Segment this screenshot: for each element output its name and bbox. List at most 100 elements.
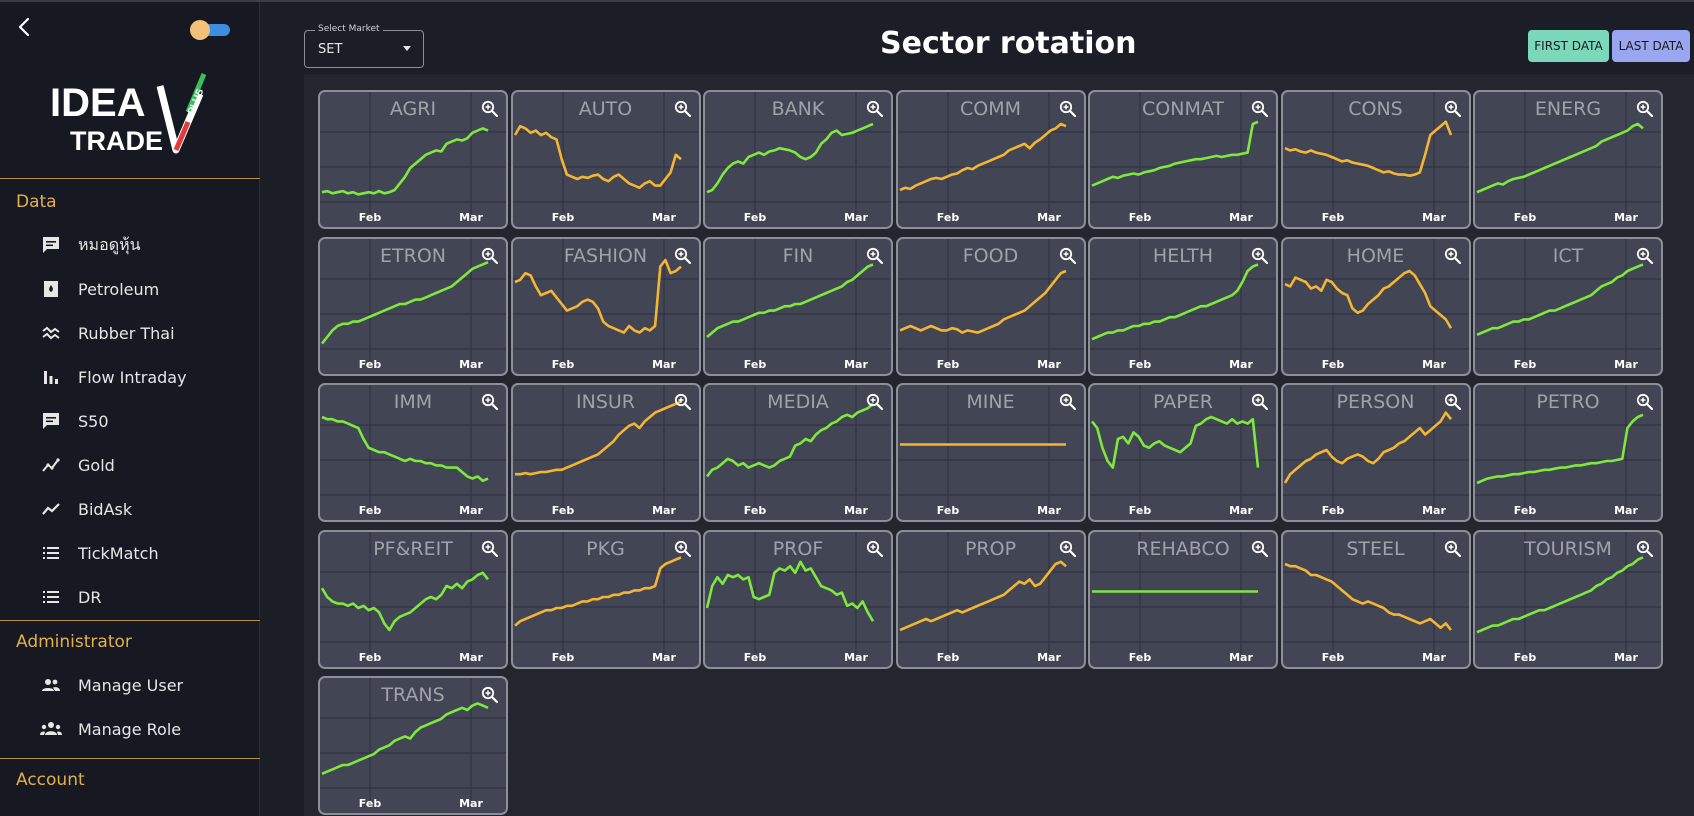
zoom-in-icon[interactable] — [673, 99, 693, 119]
sector-chart: Feb Mar — [1090, 385, 1276, 517]
sidebar-item-dr[interactable]: DR — [40, 582, 101, 612]
first-data-button[interactable]: FIRST DATA — [1528, 30, 1609, 62]
sector-card-person[interactable]: Feb Mar PERSON — [1280, 383, 1471, 522]
sector-card-paper[interactable]: Feb Mar PAPER — [1088, 383, 1278, 522]
zoom-in-icon[interactable] — [1250, 246, 1270, 266]
sector-card-fashion[interactable]: Feb Mar FASHION — [510, 236, 701, 376]
last-data-button[interactable]: LAST DATA — [1612, 30, 1690, 62]
sector-card-food[interactable]: Feb Mar FOOD — [895, 236, 1086, 376]
sector-card-auto[interactable]: Feb Mar AUTO — [510, 90, 701, 229]
sector-card-rehabco[interactable]: Feb Mar REHABCO — [1088, 529, 1278, 669]
sector-card-prop[interactable]: Feb Mar PROP — [895, 529, 1086, 669]
sector-card-cons[interactable]: Feb Mar CONS — [1280, 90, 1471, 229]
sector-card-imm[interactable]: Feb Mar IMM — [318, 383, 508, 522]
sector-series-line — [706, 122, 874, 194]
zoom-in-icon[interactable] — [673, 246, 693, 266]
sector-card-home[interactable]: Feb Mar HOME — [1280, 236, 1471, 376]
sector-series-line — [321, 702, 489, 775]
x-tick-label: Feb — [1514, 651, 1537, 664]
zoom-in-icon[interactable] — [1635, 539, 1655, 559]
zoom-in-icon[interactable] — [1058, 539, 1078, 559]
sector-card-helth[interactable]: Feb Mar HELTH — [1088, 236, 1278, 376]
select-market[interactable]: Select Market SET — [304, 24, 424, 68]
sector-series-line — [1091, 120, 1259, 187]
sector-card-conmat[interactable]: Feb Mar CONMAT — [1088, 90, 1278, 229]
x-tick-label: Mar — [1229, 211, 1253, 224]
sidebar-item-stock-fortune[interactable]: หมอดูหุ้น — [40, 230, 141, 260]
x-tick-label: Feb — [359, 211, 382, 224]
sector-card-prof[interactable]: Feb Mar PROF — [703, 529, 893, 669]
zoom-in-icon[interactable] — [1635, 246, 1655, 266]
x-tick-label: Feb — [744, 358, 767, 371]
sector-card-energ[interactable]: Feb Mar ENERG — [1473, 90, 1663, 229]
zoom-in-icon[interactable] — [865, 99, 885, 119]
zoom-in-icon[interactable] — [1058, 99, 1078, 119]
zoom-in-icon[interactable] — [1443, 539, 1463, 559]
zoom-in-icon[interactable] — [1635, 392, 1655, 412]
x-tick-label: Mar — [1614, 358, 1638, 371]
sector-card-mine[interactable]: Feb Mar MINE — [895, 383, 1086, 522]
zoom-in-icon[interactable] — [480, 539, 500, 559]
sector-card-steel[interactable]: Feb Mar STEEL — [1280, 529, 1471, 669]
zoom-in-icon[interactable] — [1443, 392, 1463, 412]
x-tick-label: Mar — [1422, 358, 1446, 371]
sector-card-petro[interactable]: Feb Mar PETRO — [1473, 383, 1663, 522]
sector-card-trans[interactable]: Feb Mar TRANS — [318, 676, 508, 815]
zoom-in-icon[interactable] — [1443, 99, 1463, 119]
sidebar-item-bidask[interactable]: BidAsk — [40, 494, 132, 524]
sector-card-pf-reit[interactable]: Feb Mar PF&REIT — [318, 529, 508, 669]
sector-series-line — [1283, 269, 1452, 329]
sector-series-line — [1283, 120, 1452, 177]
zoom-in-icon[interactable] — [480, 99, 500, 119]
sector-name: IMM — [393, 391, 433, 413]
zoom-in-icon[interactable] — [865, 392, 885, 412]
zoom-in-icon[interactable] — [480, 246, 500, 266]
zoom-in-icon[interactable] — [1250, 99, 1270, 119]
sector-card-agri[interactable]: Feb Mar AGRI — [318, 90, 508, 229]
x-tick-label: Feb — [1129, 504, 1152, 517]
sector-chart: Feb Mar — [705, 385, 891, 517]
x-tick-label: Mar — [459, 504, 483, 517]
zoom-in-icon[interactable] — [1250, 539, 1270, 559]
sector-card-pkg[interactable]: Feb Mar PKG — [510, 529, 701, 669]
x-tick-label: Mar — [1422, 651, 1446, 664]
zoom-in-icon[interactable] — [1058, 392, 1078, 412]
zoom-in-icon[interactable] — [673, 539, 693, 559]
zoom-in-icon[interactable] — [865, 539, 885, 559]
select-market-value: SET — [318, 42, 343, 57]
sector-chart: Feb Mar — [705, 92, 891, 224]
sidebar-item-flow-intraday[interactable]: Flow Intraday — [40, 362, 187, 392]
back-button[interactable] — [12, 14, 38, 40]
x-tick-label: Feb — [551, 651, 574, 664]
zoom-in-icon[interactable] — [480, 685, 500, 705]
zoom-in-icon[interactable] — [865, 246, 885, 266]
sector-series-line — [1476, 122, 1644, 194]
sector-card-fin[interactable]: Feb Mar FIN — [703, 236, 893, 376]
sidebar-item-gold[interactable]: Gold — [40, 450, 115, 480]
zoom-in-icon[interactable] — [1058, 246, 1078, 266]
x-tick-label: Mar — [459, 797, 483, 810]
zoom-in-icon[interactable] — [1443, 246, 1463, 266]
theme-toggle[interactable] — [190, 20, 230, 40]
sector-name: TOURISM — [1524, 537, 1612, 560]
sector-card-media[interactable]: Feb Mar MEDIA — [703, 383, 893, 522]
zoom-in-icon[interactable] — [1635, 99, 1655, 119]
sidebar-item-s50[interactable]: S50 — [40, 406, 109, 436]
sector-series-line — [514, 400, 682, 476]
zoom-in-icon[interactable] — [480, 392, 500, 412]
sector-card-tourism[interactable]: Feb Mar TOURISM — [1473, 529, 1663, 669]
sector-card-insur[interactable]: Feb Mar INSUR — [510, 383, 701, 522]
sector-card-etron[interactable]: Feb Mar ETRON — [318, 236, 508, 376]
sidebar-item-rubber-thai[interactable]: Rubber Thai — [40, 318, 175, 348]
sidebar-item-manage-role[interactable]: Manage Role — [40, 714, 181, 744]
sector-card-comm[interactable]: Feb Mar COMM — [895, 90, 1086, 229]
sidebar-item-tickmatch[interactable]: TickMatch — [40, 538, 159, 568]
sector-card-ict[interactable]: Feb Mar ICT — [1473, 236, 1663, 376]
x-tick-label: Mar — [1614, 504, 1638, 517]
zoom-in-icon[interactable] — [673, 392, 693, 412]
zoom-in-icon[interactable] — [1250, 392, 1270, 412]
sidebar-item-manage-user[interactable]: Manage User — [40, 670, 183, 700]
sector-card-bank[interactable]: Feb Mar BANK — [703, 90, 893, 229]
sector-series-line — [1090, 415, 1260, 469]
sidebar-item-petroleum[interactable]: Petroleum — [40, 274, 159, 304]
